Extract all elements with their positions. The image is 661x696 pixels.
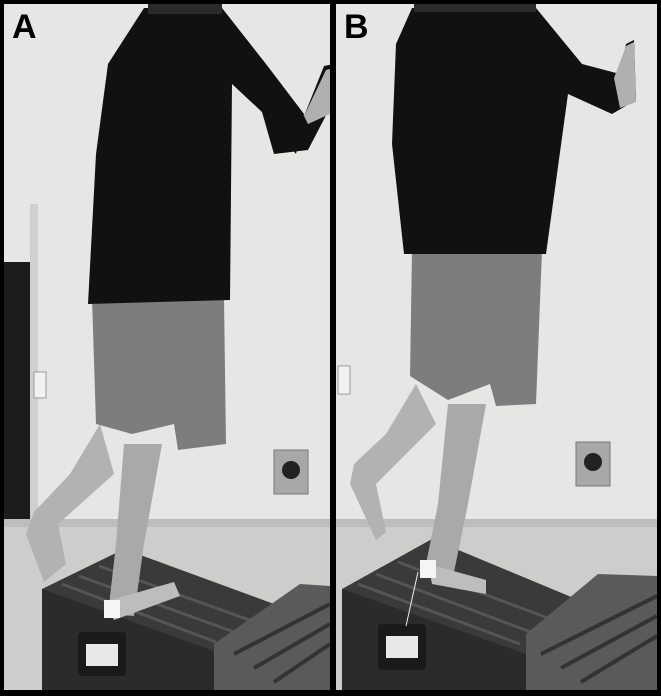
- panel-label-a: A: [12, 8, 37, 46]
- panel-a: A: [4, 4, 330, 690]
- panel-label-b: B: [344, 8, 369, 46]
- photo-a: [4, 4, 330, 690]
- panel-b: B: [336, 4, 657, 690]
- photo-b: [336, 4, 657, 690]
